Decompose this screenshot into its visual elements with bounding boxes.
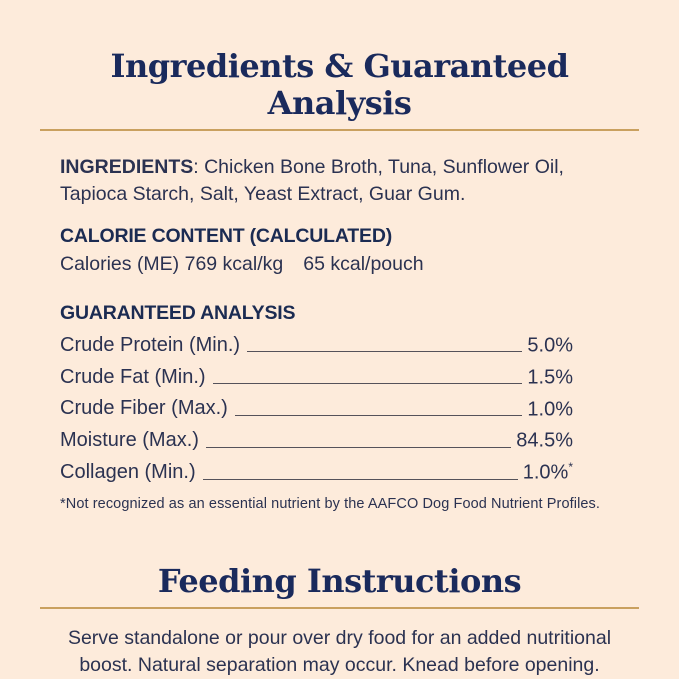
feeding-instructions-title: Feeding Instructions: [157, 562, 522, 601]
analysis-row-value: 1.0%: [527, 398, 573, 421]
analysis-row-label: Crude Fiber (Max.): [60, 397, 228, 420]
guaranteed-analysis-table: Crude Protein (Min.) 5.0% Crude Fat (Min…: [60, 329, 619, 488]
table-row: Crude Fat (Min.) 1.5%: [60, 361, 573, 393]
leader-line: [247, 338, 523, 353]
table-row: Moisture (Max.) 84.5%: [60, 425, 573, 457]
calorie-kcal-kg: Calories (ME) 769 kcal/kg: [60, 253, 284, 276]
feeding-instructions-text: Serve standalone or pour over dry food f…: [67, 627, 612, 677]
calorie-kcal-pouch: 65 kcal/pouch: [303, 253, 424, 276]
ingredients-label: INGREDIENTS: [60, 155, 194, 178]
analysis-row-value: 5.0%: [527, 334, 573, 357]
analysis-row-label: Moisture (Max.): [60, 429, 199, 452]
leader-line: [202, 466, 518, 480]
ingredients-list-text: : Chicken Bone Broth, Tuna, Sunflower Oi…: [60, 155, 564, 205]
guaranteed-analysis-heading: GUARANTEED ANALYSIS: [60, 302, 296, 325]
table-row: Collagen (Min.) 1.0%*: [60, 457, 573, 489]
aafco-footnote: *Not recognized as an essential nutrient…: [60, 496, 601, 513]
calorie-content-heading: CALORIE CONTENT (CALCULATED): [60, 225, 393, 248]
analysis-row-value: 1.0%*: [522, 460, 573, 484]
leader-line: [205, 434, 512, 448]
footnote-marker: *: [568, 460, 573, 475]
analysis-row-label: Collagen (Min.): [60, 461, 196, 484]
leader-line: [212, 370, 523, 385]
analysis-row-value: 1.5%: [527, 366, 573, 389]
analysis-row-label: Crude Fat (Min.): [60, 365, 206, 388]
feeding-divider-rule: [40, 607, 639, 610]
analysis-row-value: 84.5%: [516, 430, 573, 453]
calorie-values-line: Calories (ME) 769 kcal/kg 65 kcal/pouch: [60, 251, 619, 278]
ingredients-analysis-title: Ingredients & Guaranteed Analysis: [110, 47, 569, 122]
table-row: Crude Protein (Min.) 5.0%: [60, 329, 573, 361]
analysis-row-label: Crude Protein (Min.): [60, 333, 241, 356]
title-divider-rule: [40, 128, 639, 131]
leader-line: [234, 402, 523, 416]
ingredients-paragraph: INGREDIENTS: Chicken Bone Broth, Tuna, S…: [60, 154, 619, 209]
table-row: Crude Fiber (Max.) 1.0%: [60, 393, 573, 425]
